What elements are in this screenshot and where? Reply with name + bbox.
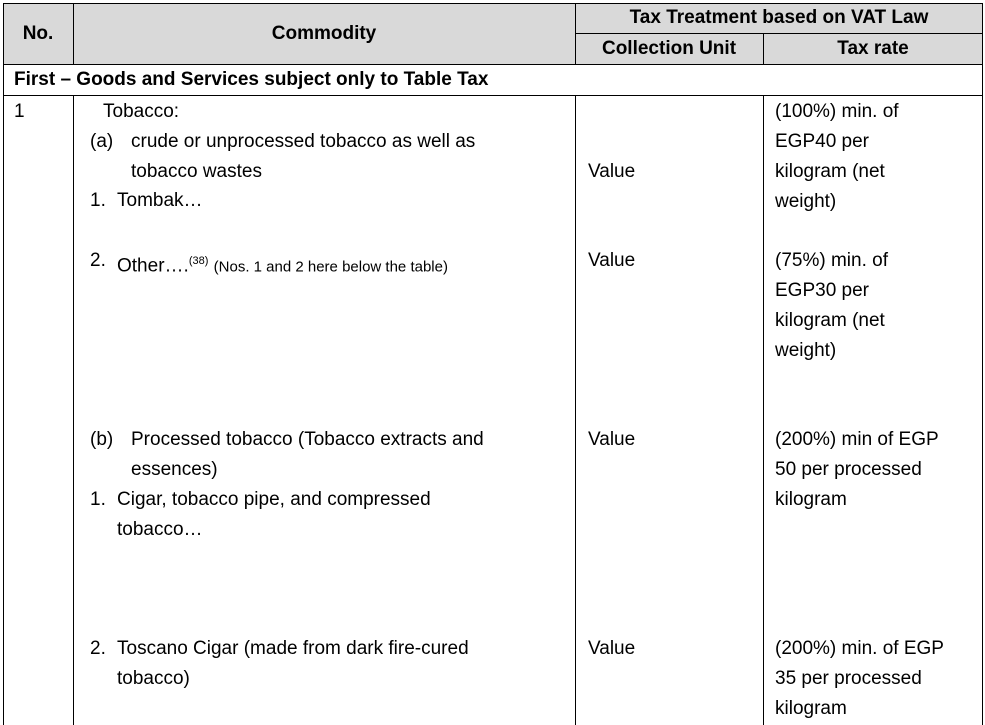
header-cell: No. <box>22 23 54 44</box>
tax-rate-line: EGP30 per <box>775 280 869 301</box>
item-label: 2. <box>90 638 106 659</box>
border <box>3 3 983 4</box>
collection-unit: Value <box>588 250 636 271</box>
item-label: 1. <box>90 489 106 510</box>
collection-unit: Value <box>588 429 636 450</box>
tax-rate-line: 50 per processed <box>775 459 922 480</box>
tax-rate-line: (75%) min. of <box>775 250 888 271</box>
item-text: Other….(38) (Nos. 1 and 2 here below the… <box>117 246 448 282</box>
tax-rate-line: (200%) min. of EGP <box>775 638 944 659</box>
border <box>3 64 983 65</box>
border <box>575 33 983 34</box>
item-text: crude or unprocessed tobacco as well as <box>131 131 476 152</box>
item-text: Toscano Cigar (made from dark fire-cured <box>117 638 469 659</box>
item-label: 1. <box>90 190 106 211</box>
header-cell: Commodity <box>271 23 377 44</box>
tax-rate-line: kilogram <box>775 489 847 510</box>
item-text: tobacco) <box>117 668 190 689</box>
border <box>3 3 4 725</box>
tax-rate-line: (100%) min. of <box>775 101 899 122</box>
section-title: First – Goods and Services subject only … <box>14 69 489 90</box>
item-label: (b) <box>90 429 114 450</box>
item-label: (a) <box>90 131 114 152</box>
row-title: Tobacco: <box>103 101 180 122</box>
border <box>73 95 74 725</box>
item-text: tobacco… <box>117 519 203 540</box>
collection-unit: Value <box>588 638 636 659</box>
item-text: Tombak… <box>117 190 203 211</box>
tax-rate-line: (200%) min of EGP <box>775 429 939 450</box>
note: (Nos. 1 and 2 here below the table) <box>213 258 448 276</box>
border <box>982 3 983 725</box>
tax-rate-line: 35 per processed <box>775 668 922 689</box>
item-label: 2. <box>90 250 106 271</box>
row-number: 1 <box>14 101 25 122</box>
item-text: essences) <box>131 459 218 480</box>
footnote: (38) <box>188 255 209 267</box>
item-text: Processed tobacco (Tobacco extracts and <box>131 429 484 450</box>
tax-rate-line: kilogram (net <box>775 161 885 182</box>
border <box>73 3 74 64</box>
tax-rate-line: kilogram <box>775 698 847 719</box>
tax-rate-line: weight) <box>775 340 837 361</box>
tax-rate-line: kilogram (net <box>775 310 885 331</box>
border <box>575 95 576 725</box>
border <box>575 3 576 64</box>
item-text: Cigar, tobacco pipe, and compressed <box>117 489 431 510</box>
tax-rate-line: EGP40 per <box>775 131 869 152</box>
border <box>763 33 764 64</box>
border <box>763 95 764 725</box>
collection-unit: Value <box>588 161 636 182</box>
header-cell: Tax rate <box>837 38 909 59</box>
header-cell: Collection Unit <box>601 38 737 59</box>
border <box>3 95 983 96</box>
item-text: Other…. <box>117 255 189 277</box>
tax-rate-line: weight) <box>775 191 837 212</box>
item-text: tobacco wastes <box>131 161 262 182</box>
header-cell: Tax Treatment based on VAT Law <box>629 7 929 28</box>
